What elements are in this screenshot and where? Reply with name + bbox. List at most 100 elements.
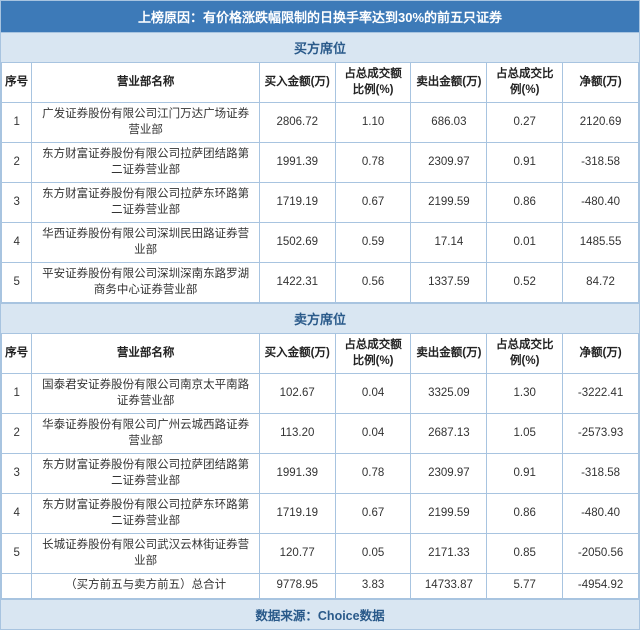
- cell-net: 84.72: [563, 263, 639, 303]
- total-row: （买方前五与卖方前五）总合计9778.953.8314733.875.77-49…: [2, 574, 639, 599]
- cell-buy_pct: 1.10: [335, 103, 411, 143]
- cell-sell_pct: 0.91: [487, 143, 563, 183]
- sell-header-row: 序号 营业部名称 买入金额(万) 占总成交额比例(%) 卖出金额(万) 占总成交…: [2, 334, 639, 374]
- cell-buy_amt: 1719.19: [259, 494, 335, 534]
- cell-sell_amt: 2199.59: [411, 183, 487, 223]
- cell-idx: 2: [2, 414, 32, 454]
- cell-buy_amt: 1991.39: [259, 454, 335, 494]
- col-buy-pct: 占总成交额比例(%): [335, 334, 411, 374]
- cell-idx: 2: [2, 143, 32, 183]
- cell-idx: 3: [2, 454, 32, 494]
- cell-sell_pct: 0.86: [487, 183, 563, 223]
- col-buy-amt: 买入金额(万): [259, 63, 335, 103]
- table-row: 5长城证券股份有限公司武汉云林街证券营业部120.770.052171.330.…: [2, 534, 639, 574]
- footer-source: 数据来源：Choice数据: [1, 599, 639, 629]
- buy-table: 序号 营业部名称 买入金额(万) 占总成交额比例(%) 卖出金额(万) 占总成交…: [1, 62, 639, 303]
- cell-sell_amt: 17.14: [411, 223, 487, 263]
- cell-dept: 华西证券股份有限公司深圳民田路证券营业部: [32, 223, 260, 263]
- cell-buy_amt: 120.77: [259, 534, 335, 574]
- cell-sell_amt: 1337.59: [411, 263, 487, 303]
- cell-sell_amt: 2171.33: [411, 534, 487, 574]
- col-dept: 营业部名称: [32, 334, 260, 374]
- cell-net: 2120.69: [563, 103, 639, 143]
- buy-header-row: 序号 营业部名称 买入金额(万) 占总成交额比例(%) 卖出金额(万) 占总成交…: [2, 63, 639, 103]
- cell-buy_pct: 0.67: [335, 183, 411, 223]
- cell-dept: 东方财富证券股份有限公司拉萨团结路第二证券营业部: [32, 143, 260, 183]
- table-row: 2东方财富证券股份有限公司拉萨团结路第二证券营业部1991.390.782309…: [2, 143, 639, 183]
- cell-idx: 5: [2, 263, 32, 303]
- col-sell-amt: 卖出金额(万): [411, 63, 487, 103]
- cell-sell_pct: 0.52: [487, 263, 563, 303]
- sell-table: 序号 营业部名称 买入金额(万) 占总成交额比例(%) 卖出金额(万) 占总成交…: [1, 333, 639, 599]
- col-sell-pct: 占总成交比例(%): [487, 63, 563, 103]
- cell-buy_pct: 0.78: [335, 143, 411, 183]
- cell-buy_amt: 102.67: [259, 374, 335, 414]
- table-row: 4华西证券股份有限公司深圳民田路证券营业部1502.690.5917.140.0…: [2, 223, 639, 263]
- cell-sell_amt: 2199.59: [411, 494, 487, 534]
- cell-sell_pct: 0.91: [487, 454, 563, 494]
- cell-buy_pct: 3.83: [335, 574, 411, 599]
- cell-sell_amt: 2309.97: [411, 143, 487, 183]
- table-row: 1广发证券股份有限公司江门万达广场证券营业部2806.721.10686.030…: [2, 103, 639, 143]
- cell-net: -480.40: [563, 183, 639, 223]
- col-buy-amt: 买入金额(万): [259, 334, 335, 374]
- buy-section-header: 买方席位: [1, 32, 639, 62]
- cell-sell_pct: 0.27: [487, 103, 563, 143]
- cell-dept: 东方财富证券股份有限公司拉萨团结路第二证券营业部: [32, 454, 260, 494]
- cell-idx: 4: [2, 494, 32, 534]
- cell-net: -318.58: [563, 143, 639, 183]
- cell-net: -318.58: [563, 454, 639, 494]
- table-row: 5平安证券股份有限公司深圳深南东路罗湖商务中心证券营业部1422.310.561…: [2, 263, 639, 303]
- cell-buy_amt: 113.20: [259, 414, 335, 454]
- cell-dept: 国泰君安证券股份有限公司南京太平南路证券营业部: [32, 374, 260, 414]
- cell-dept: 平安证券股份有限公司深圳深南东路罗湖商务中心证券营业部: [32, 263, 260, 303]
- cell-sell_amt: 2687.13: [411, 414, 487, 454]
- cell-buy_pct: 0.56: [335, 263, 411, 303]
- cell-buy_pct: 0.05: [335, 534, 411, 574]
- table-row: 3东方财富证券股份有限公司拉萨东环路第二证券营业部1719.190.672199…: [2, 183, 639, 223]
- cell-dept: 长城证券股份有限公司武汉云林街证券营业部: [32, 534, 260, 574]
- cell-sell_amt: 14733.87: [411, 574, 487, 599]
- cell-net: -4954.92: [563, 574, 639, 599]
- cell-buy_pct: 0.67: [335, 494, 411, 534]
- cell-net: -3222.41: [563, 374, 639, 414]
- sell-section-header: 卖方席位: [1, 303, 639, 333]
- cell-net: 1485.55: [563, 223, 639, 263]
- col-sell-amt: 卖出金额(万): [411, 334, 487, 374]
- cell-buy_amt: 1991.39: [259, 143, 335, 183]
- cell-sell_pct: 0.01: [487, 223, 563, 263]
- col-idx: 序号: [2, 63, 32, 103]
- cell-idx: 1: [2, 103, 32, 143]
- cell-buy_pct: 0.04: [335, 374, 411, 414]
- cell-idx: 1: [2, 374, 32, 414]
- cell-buy_amt: 1502.69: [259, 223, 335, 263]
- cell-idx: 5: [2, 534, 32, 574]
- cell-sell_amt: 686.03: [411, 103, 487, 143]
- cell-sell_pct: 0.85: [487, 534, 563, 574]
- cell-buy_pct: 0.59: [335, 223, 411, 263]
- table-container: 上榜原因：有价格涨跌幅限制的日换手率达到30%的前五只证券 买方席位 序号 营业…: [0, 0, 640, 630]
- col-net: 净额(万): [563, 63, 639, 103]
- cell-sell_pct: 1.30: [487, 374, 563, 414]
- cell-dept: （买方前五与卖方前五）总合计: [32, 574, 260, 599]
- title-bar: 上榜原因：有价格涨跌幅限制的日换手率达到30%的前五只证券: [1, 1, 639, 32]
- cell-sell_amt: 3325.09: [411, 374, 487, 414]
- table-row: 3东方财富证券股份有限公司拉萨团结路第二证券营业部1991.390.782309…: [2, 454, 639, 494]
- cell-dept: 广发证券股份有限公司江门万达广场证券营业部: [32, 103, 260, 143]
- cell-net: -2050.56: [563, 534, 639, 574]
- cell-net: -2573.93: [563, 414, 639, 454]
- cell-idx: 3: [2, 183, 32, 223]
- cell-net: -480.40: [563, 494, 639, 534]
- table-row: 4东方财富证券股份有限公司拉萨东环路第二证券营业部1719.190.672199…: [2, 494, 639, 534]
- col-sell-pct: 占总成交比例(%): [487, 334, 563, 374]
- cell-buy_amt: 1422.31: [259, 263, 335, 303]
- cell-sell_pct: 0.86: [487, 494, 563, 534]
- col-dept: 营业部名称: [32, 63, 260, 103]
- cell-dept: 华泰证券股份有限公司广州云城西路证券营业部: [32, 414, 260, 454]
- cell-buy_amt: 1719.19: [259, 183, 335, 223]
- col-idx: 序号: [2, 334, 32, 374]
- cell-buy_amt: 2806.72: [259, 103, 335, 143]
- cell-buy_amt: 9778.95: [259, 574, 335, 599]
- table-row: 1国泰君安证券股份有限公司南京太平南路证券营业部102.670.043325.0…: [2, 374, 639, 414]
- table-row: 2华泰证券股份有限公司广州云城西路证券营业部113.200.042687.131…: [2, 414, 639, 454]
